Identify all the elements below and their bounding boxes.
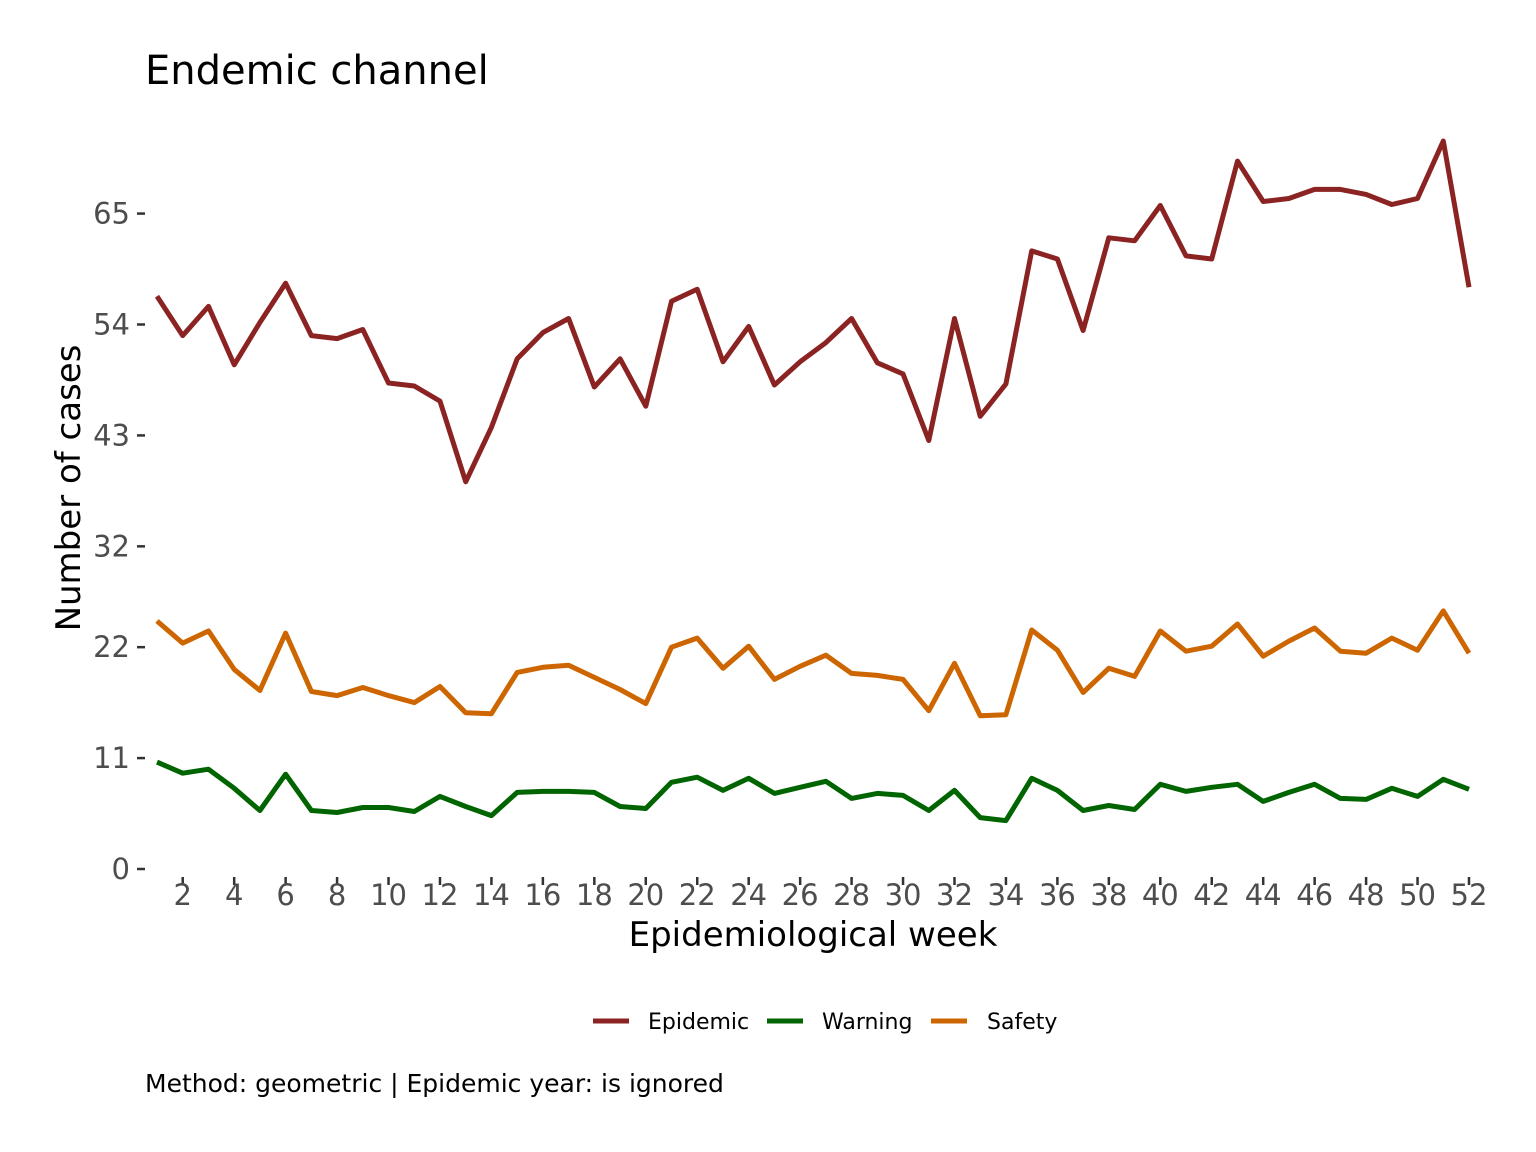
y-tick-label: 11 xyxy=(93,741,130,775)
x-tick-label: 50 xyxy=(1399,878,1436,912)
y-axis-label: Number of cases xyxy=(49,345,89,632)
series-line-safety xyxy=(155,608,1472,719)
series-line-epidemic xyxy=(154,138,1472,485)
x-tick-label: 32 xyxy=(936,878,973,912)
x-tick-label: 28 xyxy=(833,878,870,912)
x-tick-label: 38 xyxy=(1090,878,1127,912)
x-tick-label: 14 xyxy=(473,878,510,912)
x-axis: 2 4 6 8 10 12 14 16 18 20 22 24 26 28 30 32 34 36 38 40 42 44… xyxy=(173,877,1487,912)
legend: Epidemic Warning Safety xyxy=(593,1010,1057,1035)
y-tick-label: 0 xyxy=(112,852,130,886)
x-axis-label: Epidemiological week xyxy=(629,915,998,955)
x-tick-label: 48 xyxy=(1348,878,1385,912)
x-tick-label: 22 xyxy=(679,878,716,912)
x-tick-label: 4 xyxy=(225,878,243,912)
x-tick-label: 44 xyxy=(1245,878,1282,912)
x-tick-label: 12 xyxy=(422,878,459,912)
legend-label-epidemic: Epidemic xyxy=(648,1010,749,1035)
x-tick-label: 2 xyxy=(173,878,191,912)
y-tick-label: 65 xyxy=(93,197,130,231)
x-tick-label: 10 xyxy=(370,878,407,912)
x-tick-label: 16 xyxy=(524,878,561,912)
chart-caption: Method: geometric | Epidemic year: is ig… xyxy=(145,1069,724,1098)
x-tick-label: 46 xyxy=(1296,878,1333,912)
y-tick-label: 32 xyxy=(93,529,130,563)
series-line-warning xyxy=(156,759,1470,824)
x-tick-label: 8 xyxy=(328,878,346,912)
x-tick-label: 26 xyxy=(782,878,819,912)
x-tick-label: 34 xyxy=(987,878,1024,912)
x-tick-label: 20 xyxy=(627,878,664,912)
x-tick-label: 30 xyxy=(885,878,922,912)
x-tick-label: 6 xyxy=(276,878,294,912)
y-tick-label: 43 xyxy=(93,418,130,452)
y-axis: 0 11 22 32 43 54 65 xyxy=(93,197,145,886)
legend-label-warning: Warning xyxy=(822,1010,912,1035)
x-tick-label: 24 xyxy=(730,878,767,912)
y-tick-label: 22 xyxy=(93,630,130,664)
chart-title: Endemic channel xyxy=(145,48,489,94)
series-lines xyxy=(154,138,1472,824)
x-tick-label: 36 xyxy=(1039,878,1076,912)
x-tick-label: 18 xyxy=(576,878,613,912)
x-tick-label: 40 xyxy=(1142,878,1179,912)
x-tick-label: 52 xyxy=(1451,878,1488,912)
y-tick-label: 54 xyxy=(93,308,130,342)
legend-label-safety: Safety xyxy=(987,1010,1057,1035)
x-tick-label: 42 xyxy=(1193,878,1230,912)
